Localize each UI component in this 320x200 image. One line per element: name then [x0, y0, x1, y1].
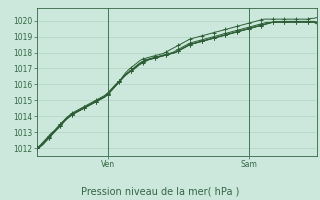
Text: Pression niveau de la mer( hPa ): Pression niveau de la mer( hPa ): [81, 186, 239, 196]
